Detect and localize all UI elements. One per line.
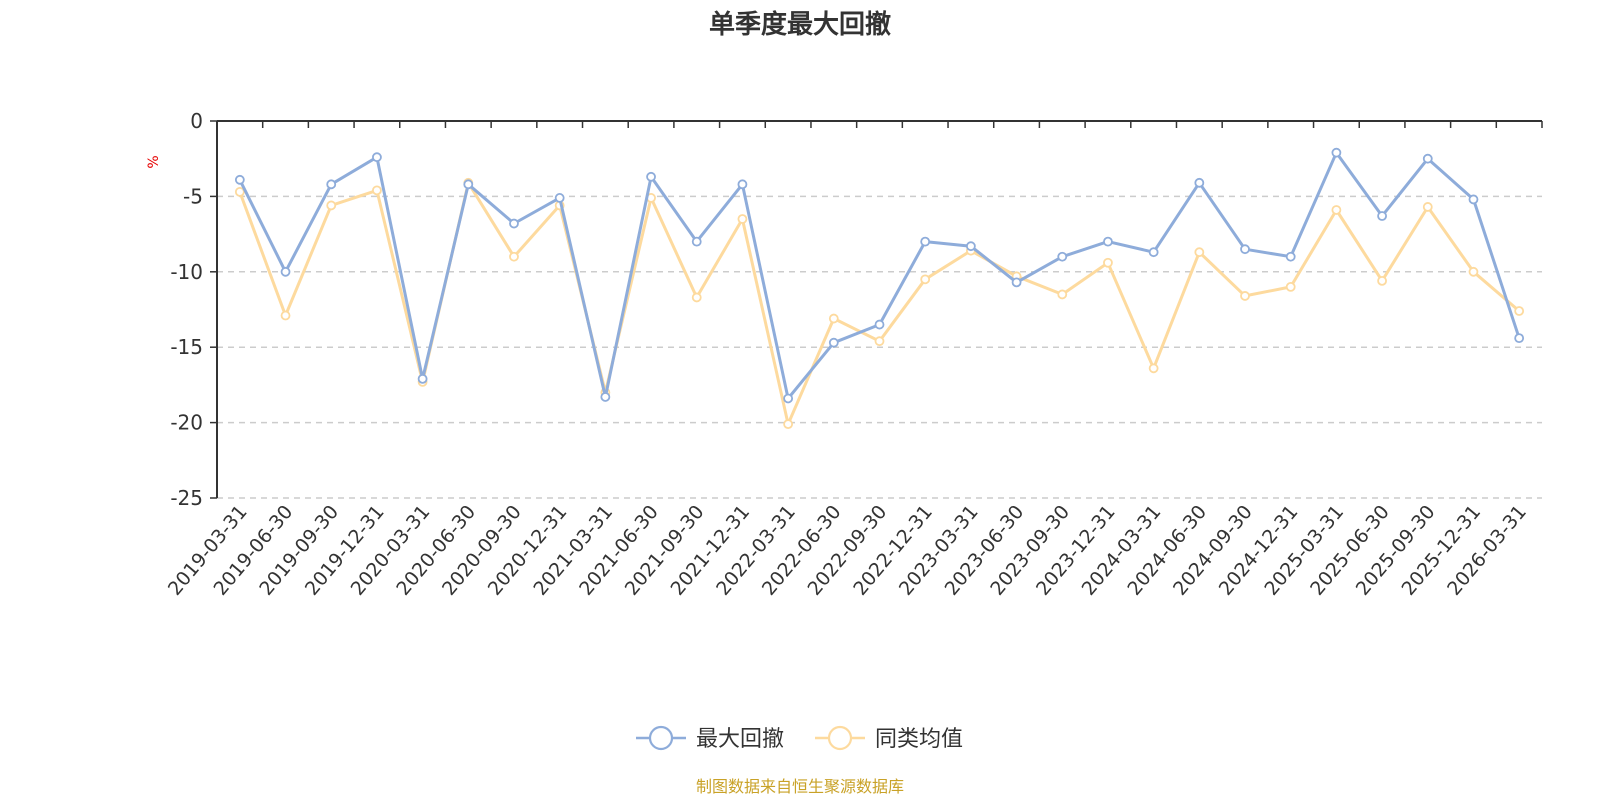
data-point[interactable] — [326, 200, 337, 211]
data-point[interactable] — [783, 393, 794, 404]
chart-title: 单季度最大回撤 — [709, 9, 891, 40]
series-2 — [234, 177, 1525, 430]
data-point[interactable] — [234, 174, 245, 185]
data-point[interactable] — [1194, 247, 1205, 258]
data-point[interactable] — [1285, 281, 1296, 292]
data-point[interactable] — [1011, 277, 1022, 288]
data-point[interactable] — [874, 336, 885, 347]
data-point[interactable] — [1103, 257, 1113, 268]
data-point[interactable] — [920, 274, 931, 285]
data-point[interactable] — [691, 236, 702, 247]
y-tick-label: -5 — [183, 184, 203, 208]
legend-circle-icon — [648, 725, 674, 751]
data-point[interactable] — [1331, 147, 1342, 158]
data-point[interactable] — [965, 241, 976, 252]
data-point[interactable] — [509, 218, 519, 229]
data-point[interactable] — [234, 186, 245, 197]
y-axis-unit-label: % — [146, 155, 162, 168]
series-1 — [234, 147, 1525, 404]
data-point[interactable] — [1468, 194, 1479, 205]
data-point[interactable] — [1148, 363, 1159, 374]
data-point[interactable] — [1514, 333, 1525, 344]
data-point[interactable] — [600, 392, 611, 402]
y-tick-label: -10 — [170, 260, 203, 284]
data-point[interactable] — [463, 179, 474, 190]
series-line — [238, 151, 1521, 400]
data-point[interactable] — [554, 193, 565, 203]
source-note: 制图数据来自恒生聚源数据库 — [696, 777, 904, 796]
data-point[interactable] — [828, 313, 839, 324]
data-point[interactable] — [1240, 244, 1250, 255]
series-lines — [234, 147, 1525, 430]
y-tick-label: 0 — [190, 109, 203, 133]
data-point[interactable] — [1422, 153, 1433, 164]
grid-lines — [217, 195, 1542, 499]
data-point[interactable] — [280, 310, 291, 321]
data-point[interactable] — [737, 214, 748, 224]
legend-item[interactable]: 最大回撤 — [636, 725, 784, 752]
data-point[interactable] — [1285, 251, 1296, 262]
series-line — [238, 181, 1521, 426]
legend: 最大回撤 同类均值 — [636, 725, 963, 752]
data-point[interactable] — [1057, 251, 1068, 262]
data-point[interactable] — [372, 152, 382, 163]
legend-label: 同类均值 — [875, 727, 963, 752]
y-tick-label: -25 — [170, 486, 203, 510]
data-point[interactable] — [326, 179, 337, 190]
data-point[interactable] — [1377, 275, 1387, 286]
data-point[interactable] — [417, 373, 428, 384]
data-point[interactable] — [1194, 177, 1205, 188]
data-point[interactable] — [828, 337, 839, 348]
data-point[interactable] — [280, 266, 291, 277]
y-tick-label: -20 — [170, 411, 203, 435]
data-point[interactable] — [1468, 266, 1479, 277]
legend-label: 最大回撤 — [696, 727, 784, 752]
data-point[interactable] — [874, 319, 885, 330]
data-point[interactable] — [646, 171, 656, 182]
data-point[interactable] — [1422, 202, 1433, 212]
data-point[interactable] — [1331, 205, 1342, 215]
legend-circle-icon — [827, 725, 853, 751]
data-point[interactable] — [737, 179, 748, 190]
data-point[interactable] — [509, 251, 519, 262]
data-point[interactable] — [1514, 306, 1525, 316]
data-point[interactable] — [1377, 211, 1387, 221]
data-point[interactable] — [783, 419, 794, 430]
legend-item[interactable]: 同类均值 — [815, 725, 963, 752]
data-point[interactable] — [1148, 247, 1159, 258]
axes: 0-5-10-15-20-252019-03-312019-06-302019-… — [164, 109, 1543, 600]
data-point[interactable] — [1057, 289, 1068, 300]
data-point[interactable] — [920, 236, 931, 247]
data-point[interactable] — [1103, 236, 1113, 247]
data-point[interactable] — [372, 185, 382, 196]
data-point[interactable] — [1240, 291, 1250, 301]
y-tick-label: -15 — [170, 335, 203, 359]
data-point[interactable] — [691, 292, 702, 303]
